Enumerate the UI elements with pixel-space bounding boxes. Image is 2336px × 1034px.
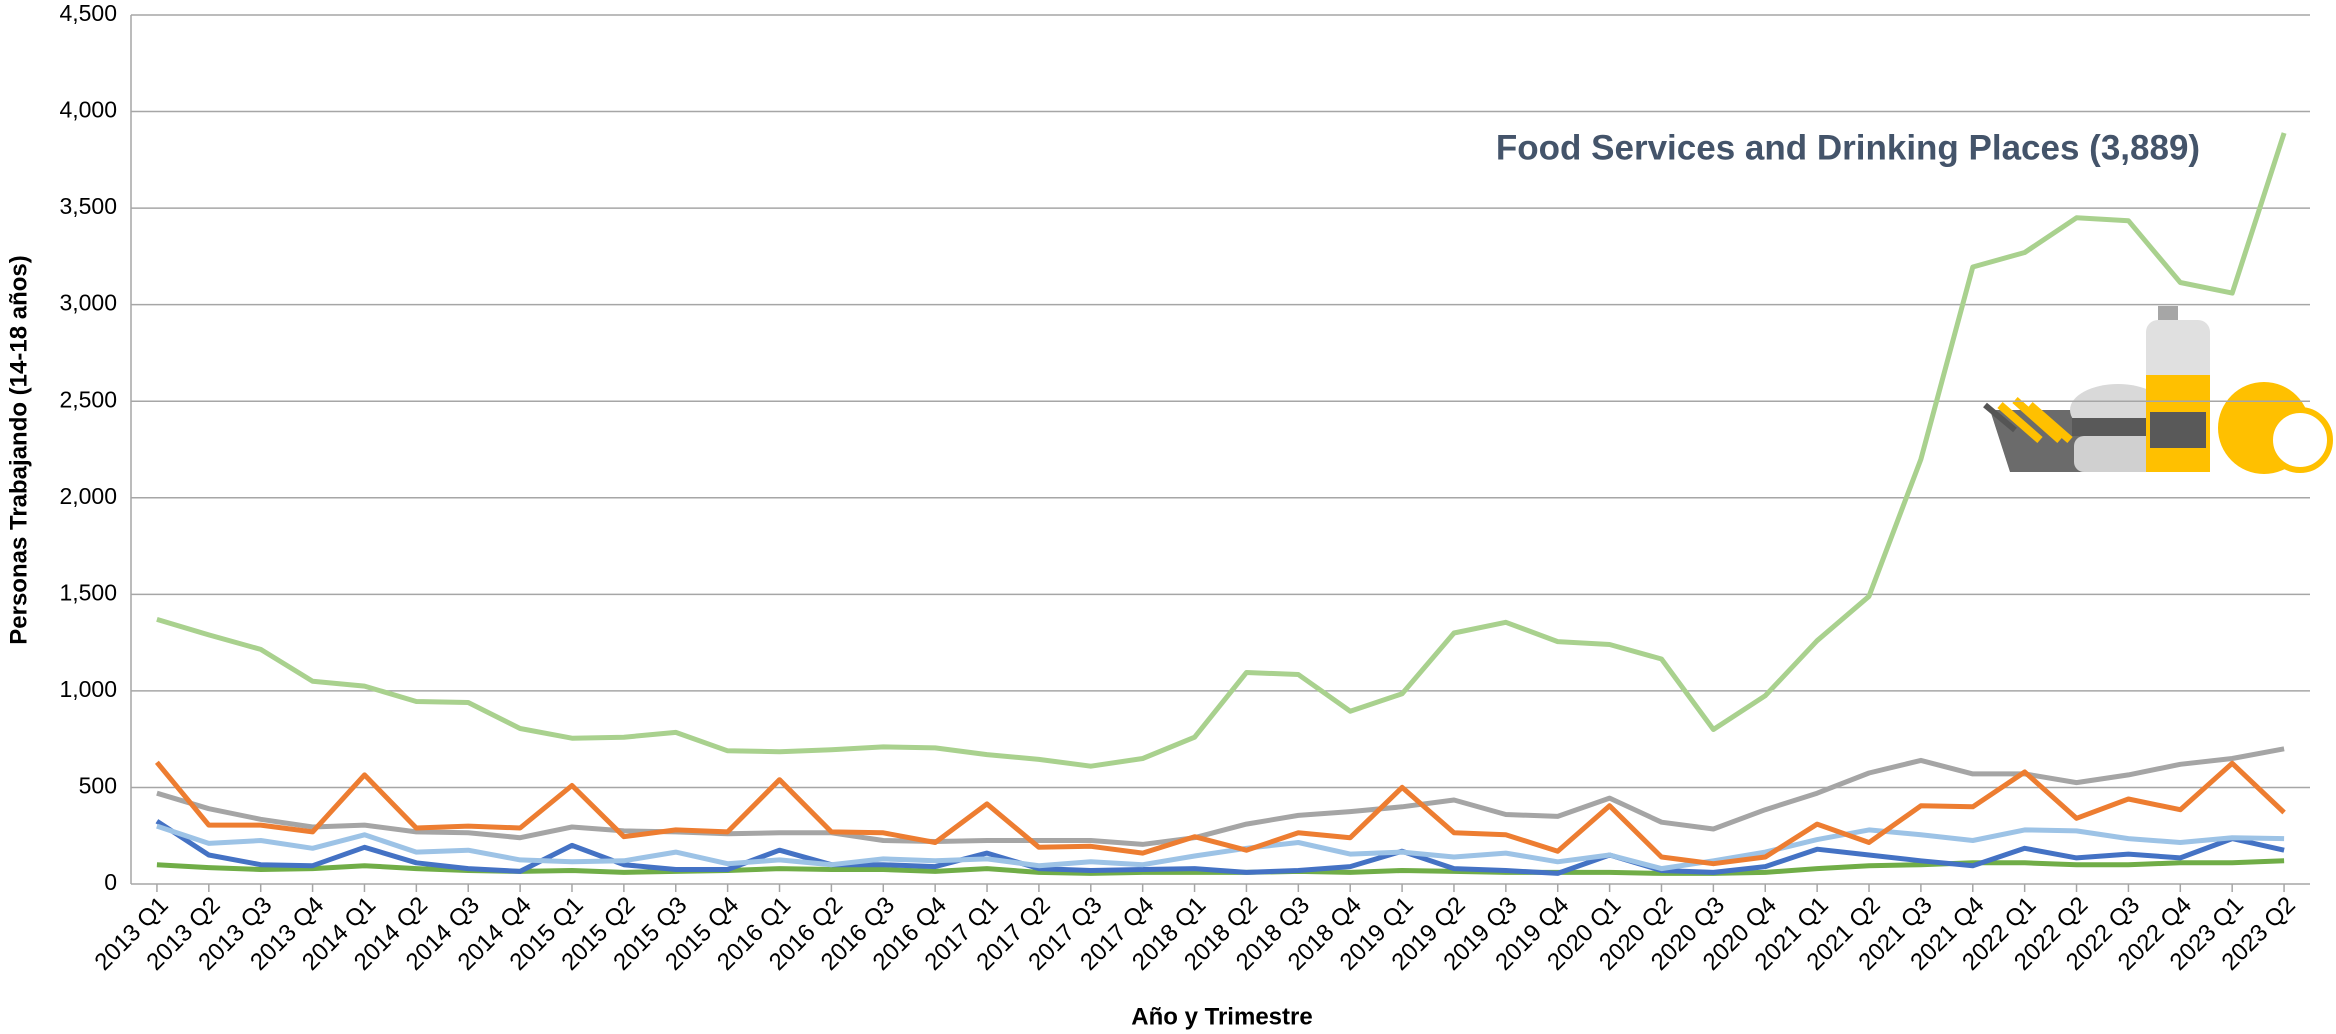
x-axis-title: Año y Trimestre: [1131, 1003, 1312, 1030]
series-line: [154, 760, 2286, 867]
y-tick-label: 4,000: [59, 97, 117, 123]
y-tick-label: 4,500: [59, 0, 117, 26]
series-line: [156, 132, 2287, 769]
series-line: [156, 746, 2285, 847]
y-tick-label: 1,500: [59, 579, 117, 605]
y-tick-label: 500: [79, 773, 117, 799]
food-icon: [1983, 306, 2333, 474]
y-tick-label: 3,500: [59, 193, 117, 219]
y-tick-label: 0: [104, 869, 117, 895]
series-line: [155, 819, 2285, 876]
y-tick-label: 2,500: [59, 386, 117, 412]
y-tick-label: 1,000: [59, 676, 117, 702]
annotation: Food Services and Drinking Places (3,889…: [1496, 128, 2200, 167]
y-tick-label: 2,000: [59, 483, 117, 509]
y-axis-title: Personas Trabajando (14-18 años): [5, 255, 32, 644]
series-line: [156, 823, 2285, 872]
y-tick-label: 3,000: [59, 290, 117, 316]
